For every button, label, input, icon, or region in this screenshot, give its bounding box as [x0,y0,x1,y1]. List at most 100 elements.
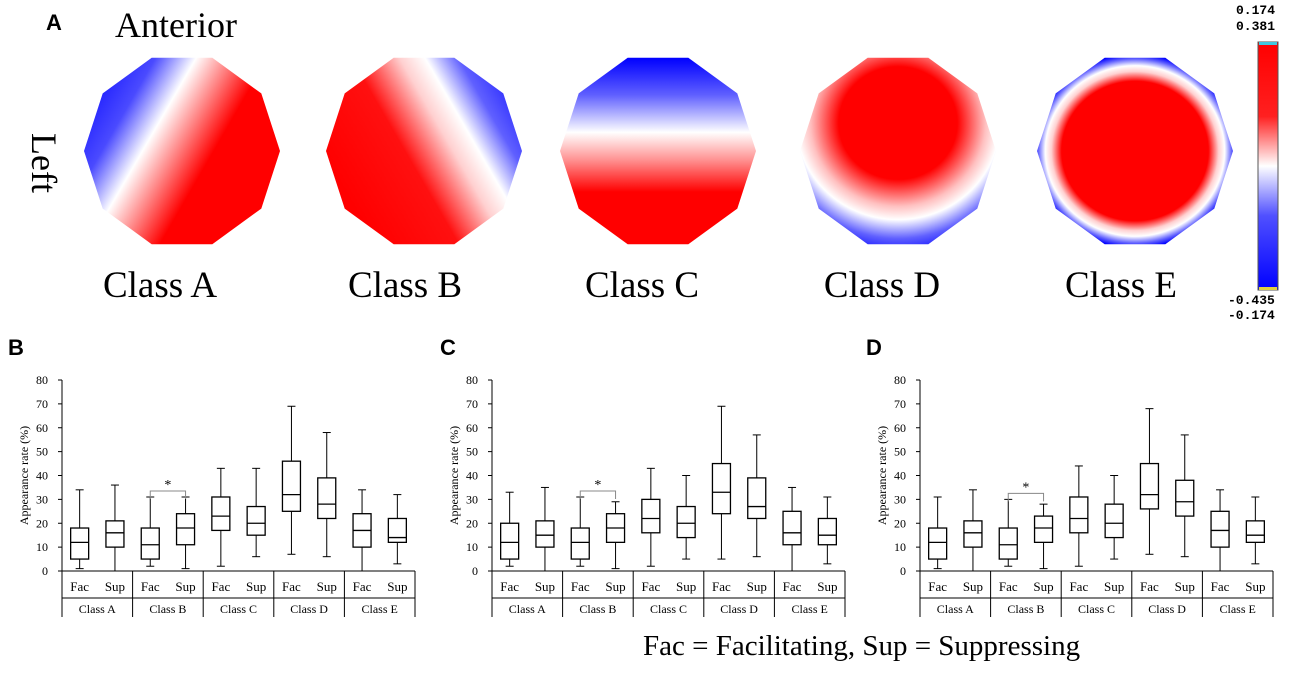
box-iqr [1069,496,1089,534]
box-iqr [1175,479,1195,517]
y-tick-label: 40 [894,469,906,483]
y-axis-label: Appearance rate (%) [875,426,889,525]
condition-label: Sup [175,579,195,594]
y-axis-label: Appearance rate (%) [17,426,31,525]
box-iqr [281,460,302,512]
scalp-map-class-b [326,57,522,245]
legend-text: Fac = Facilitating, Sup = Suppressing [643,630,1081,662]
box-iqr [387,517,408,544]
significance-star: * [1022,480,1029,495]
significance-star: * [594,478,601,493]
box-iqr [246,505,266,536]
condition-label: Sup [963,579,983,594]
box-iqr [175,513,196,546]
y-axis-label: Appearance rate (%) [447,426,461,525]
y-tick-label: 70 [894,397,906,411]
condition-label: Fac [641,579,660,594]
condition-label: Sup [317,579,337,594]
y-tick-label: 30 [36,492,48,506]
y-tick-label: 50 [36,445,48,459]
significance-bracket [149,490,187,499]
y-tick-label: 10 [894,540,906,554]
y-tick-label: 40 [36,469,48,483]
condition-label: Sup [605,579,625,594]
condition-label: Sup [387,579,407,594]
class-label: Class A [509,602,546,616]
box-plot-c: 0 10 20 30 40 50 60 70 80 Appearance rate (%) Fac S… [447,373,846,617]
box-iqr [500,522,520,560]
y-tick-label: 60 [36,421,48,435]
map-label-class-d: Class D [823,265,941,306]
box-iqr [570,527,590,560]
box-iqr [1245,520,1266,544]
colorbar-top-value-1: 0.174 [1236,3,1276,18]
condition-label: Sup [105,579,125,594]
y-tick-label: 20 [894,516,906,530]
y-tick-label: 0 [472,564,478,578]
colorbar-top-value-2: 0.381 [1236,19,1276,34]
y-tick-label: 60 [466,421,478,435]
condition-label: Sup [1033,579,1053,594]
class-label: Class C [1078,602,1115,616]
y-tick-label: 80 [466,373,478,387]
box-iqr [535,520,555,548]
condition-label: Fac [1140,579,1159,594]
condition-label: Fac [353,579,372,594]
condition-label: Sup [1245,579,1265,594]
y-tick-label: 0 [42,564,48,578]
y-tick-label: 70 [36,397,48,411]
condition-label: Fac [571,579,590,594]
scalp-map-class-d [800,57,996,245]
map-label-class-c: Class C [584,265,700,306]
class-label: Class B [579,602,616,616]
box-iqr [317,477,337,520]
class-label: Class B [1007,602,1044,616]
condition-label: Fac [1069,579,1088,594]
condition-label: Fac [999,579,1018,594]
box-iqr [211,496,231,532]
box-iqr [1210,510,1230,548]
condition-label: Sup [747,579,767,594]
anterior-label: Anterior [115,5,237,45]
y-tick-label: 60 [894,421,906,435]
condition-label: Fac [928,579,947,594]
box-iqr [711,462,732,515]
colorbar-top-cap [1259,42,1277,45]
scalp-map-class-a [84,57,280,245]
box-iqr [963,520,983,548]
map-label-class-e: Class E [1064,265,1178,306]
box-iqr [747,477,767,520]
class-label: Class D [1148,602,1186,616]
y-tick-label: 10 [36,540,48,554]
condition-label: Fac [500,579,519,594]
box-iqr [1104,503,1124,539]
y-tick-label: 0 [900,564,906,578]
condition-label: Sup [1104,579,1124,594]
condition-label: Fac [282,579,301,594]
scalp-map-class-c [560,57,756,245]
condition-label: Sup [817,579,837,594]
box-iqr [676,505,696,539]
condition-label: Sup [246,579,266,594]
condition-label: Sup [676,579,696,594]
class-label: Class D [720,602,758,616]
class-label: Class A [79,602,116,616]
condition-label: Fac [712,579,731,594]
box-iqr [70,527,90,560]
colorbar-bottom-value-2: -0.174 [1228,308,1275,323]
box-iqr [928,527,948,560]
map-label-class-a: Class A [102,265,218,306]
y-tick-label: 50 [466,445,478,459]
box-iqr [641,498,661,534]
significance-bracket [579,490,617,499]
condition-label: Fac [70,579,89,594]
y-tick-label: 30 [894,492,906,506]
significance-bracket [1007,492,1045,502]
condition-label: Fac [783,579,802,594]
panel-a-letter: A [46,10,62,35]
box-iqr [140,527,160,560]
box-plot-b: 0 10 20 30 40 50 60 70 80 Appearance rate (%) Fac S… [17,373,416,617]
y-tick-label: 80 [894,373,906,387]
y-tick-label: 70 [466,397,478,411]
class-label: Class E [1220,602,1256,616]
